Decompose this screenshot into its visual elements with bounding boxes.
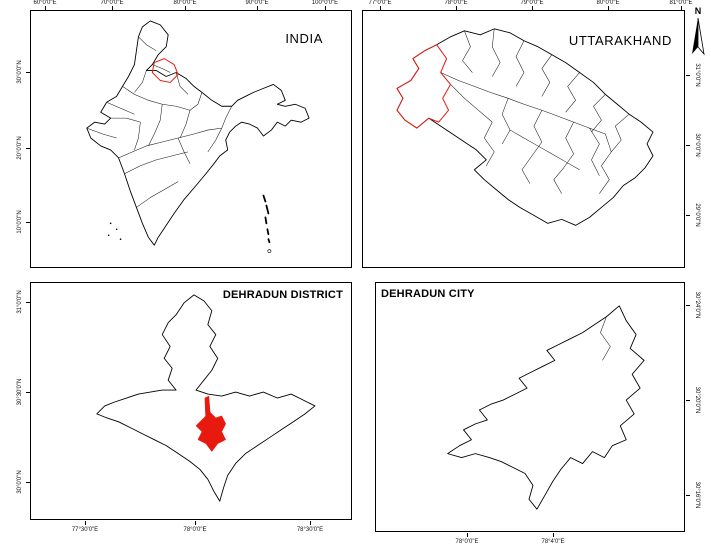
india-top-tick-label: 70°0'0"E [100,0,124,6]
district-bottom-tick-label: 77°30'0"E [71,527,99,533]
lakshadweep-islands [107,222,122,241]
city-right-tick-label: 30°24'0"N [694,291,700,319]
city-bottom-tick-label: 78°4'0"E [541,539,565,545]
tick-mark [380,6,381,10]
tick-mark [310,521,311,525]
andaman-islands [262,194,271,244]
uttarakhand-right-tick-label: 30°0'0"N [694,133,700,157]
uttarakhand-right-tick-label: 31°0'0"N [694,63,700,87]
uttarakhand-top-tick-label: 79°0'0"E [520,0,544,6]
tick-mark [686,75,690,76]
uttarakhand-right-tick-label: 29°0'0"N [694,203,700,227]
district-left-tick-label: 30°30'0"N [17,378,23,406]
tick-mark [608,6,609,10]
city-right-tick-label: 30°20'0"N [694,386,700,414]
tick-mark [26,222,30,223]
panel-uttarakhand: UTTARAKHAND [362,10,685,268]
north-arrow-icon [692,17,705,56]
tick-mark [257,6,258,10]
india-title: INDIA [285,31,323,46]
tick-mark [532,6,533,10]
india-state-boundaries [86,36,232,208]
city-right-tick-label: 30°16'0"N [694,481,700,509]
uttarakhand-title: UTTARAKHAND [568,33,672,48]
tick-mark [456,6,457,10]
tick-mark [112,6,113,10]
dehradun-city-map [447,305,645,510]
dehradun-city-outline [447,305,645,510]
india-top-tick-label: 80°0'0"E [173,0,197,6]
uttarakhand-top-tick-label: 78°0'0"E [444,0,468,6]
nicobar-island [267,249,272,254]
tick-mark [26,392,30,393]
panel-dehradun-city: DEHRADUN CITY [375,282,685,532]
panel-india: INDIA [30,10,352,268]
district-left-tick-label: 30°0'0"N [17,470,23,494]
india-left-tick-label: 10°0'0"N [17,210,23,234]
dehradun-city-title: DEHRADUN CITY [381,288,475,300]
tick-mark [85,521,86,525]
tick-mark [185,6,186,10]
dehradun-city-highlight-area [195,411,226,452]
uttarakhand-top-tick-label: 80°0'0"E [596,0,620,6]
uttarakhand-map [396,28,654,226]
india-top-tick-label: 100°0'0"E [311,0,339,6]
india-map [86,20,310,254]
district-bottom-tick-label: 78°30'0"E [296,527,324,533]
north-arrow: N [688,6,708,60]
tick-mark [686,145,690,146]
tick-mark [681,6,682,10]
tick-mark [26,482,30,483]
dehradun-district-highlight-outline [396,44,452,129]
tick-mark [686,305,690,306]
tick-mark [45,6,46,10]
uttarakhand-highlight-outline [151,58,179,83]
tick-mark [553,533,554,537]
city-bottom-tick-label: 78°0'0"E [455,539,479,545]
tick-mark [26,302,30,303]
uttarakhand-outline [396,28,654,226]
district-left-tick-label: 31°0'0"N [17,290,23,314]
uttarakhand-top-tick-label: 77°0'0"E [368,0,392,6]
tick-mark [325,6,326,10]
tick-mark [26,72,30,73]
dehradun-district-title: DEHRADUN DISTRICT [222,289,343,301]
tick-mark [686,400,690,401]
dehradun-district-map [96,294,316,502]
district-bottom-tick-label: 78°0'0"E [183,527,207,533]
uttarakhand-top-tick-label: 81°0'0"E [669,0,693,6]
tick-mark [686,495,690,496]
india-left-tick-label: 30°0'0"N [17,60,23,84]
india-top-tick-label: 60°0'0"E [33,0,57,6]
india-top-tick-label: 90°0'0"E [245,0,269,6]
tick-mark [686,215,690,216]
india-left-tick-label: 20°0'0"N [17,136,23,160]
panel-dehradun-district: DEHRADUN DISTRICT [30,282,352,520]
dehradun-city-inner-boundary [600,316,611,361]
tick-mark [467,533,468,537]
north-label: N [694,6,702,16]
tick-mark [195,521,196,525]
tick-mark [26,148,30,149]
